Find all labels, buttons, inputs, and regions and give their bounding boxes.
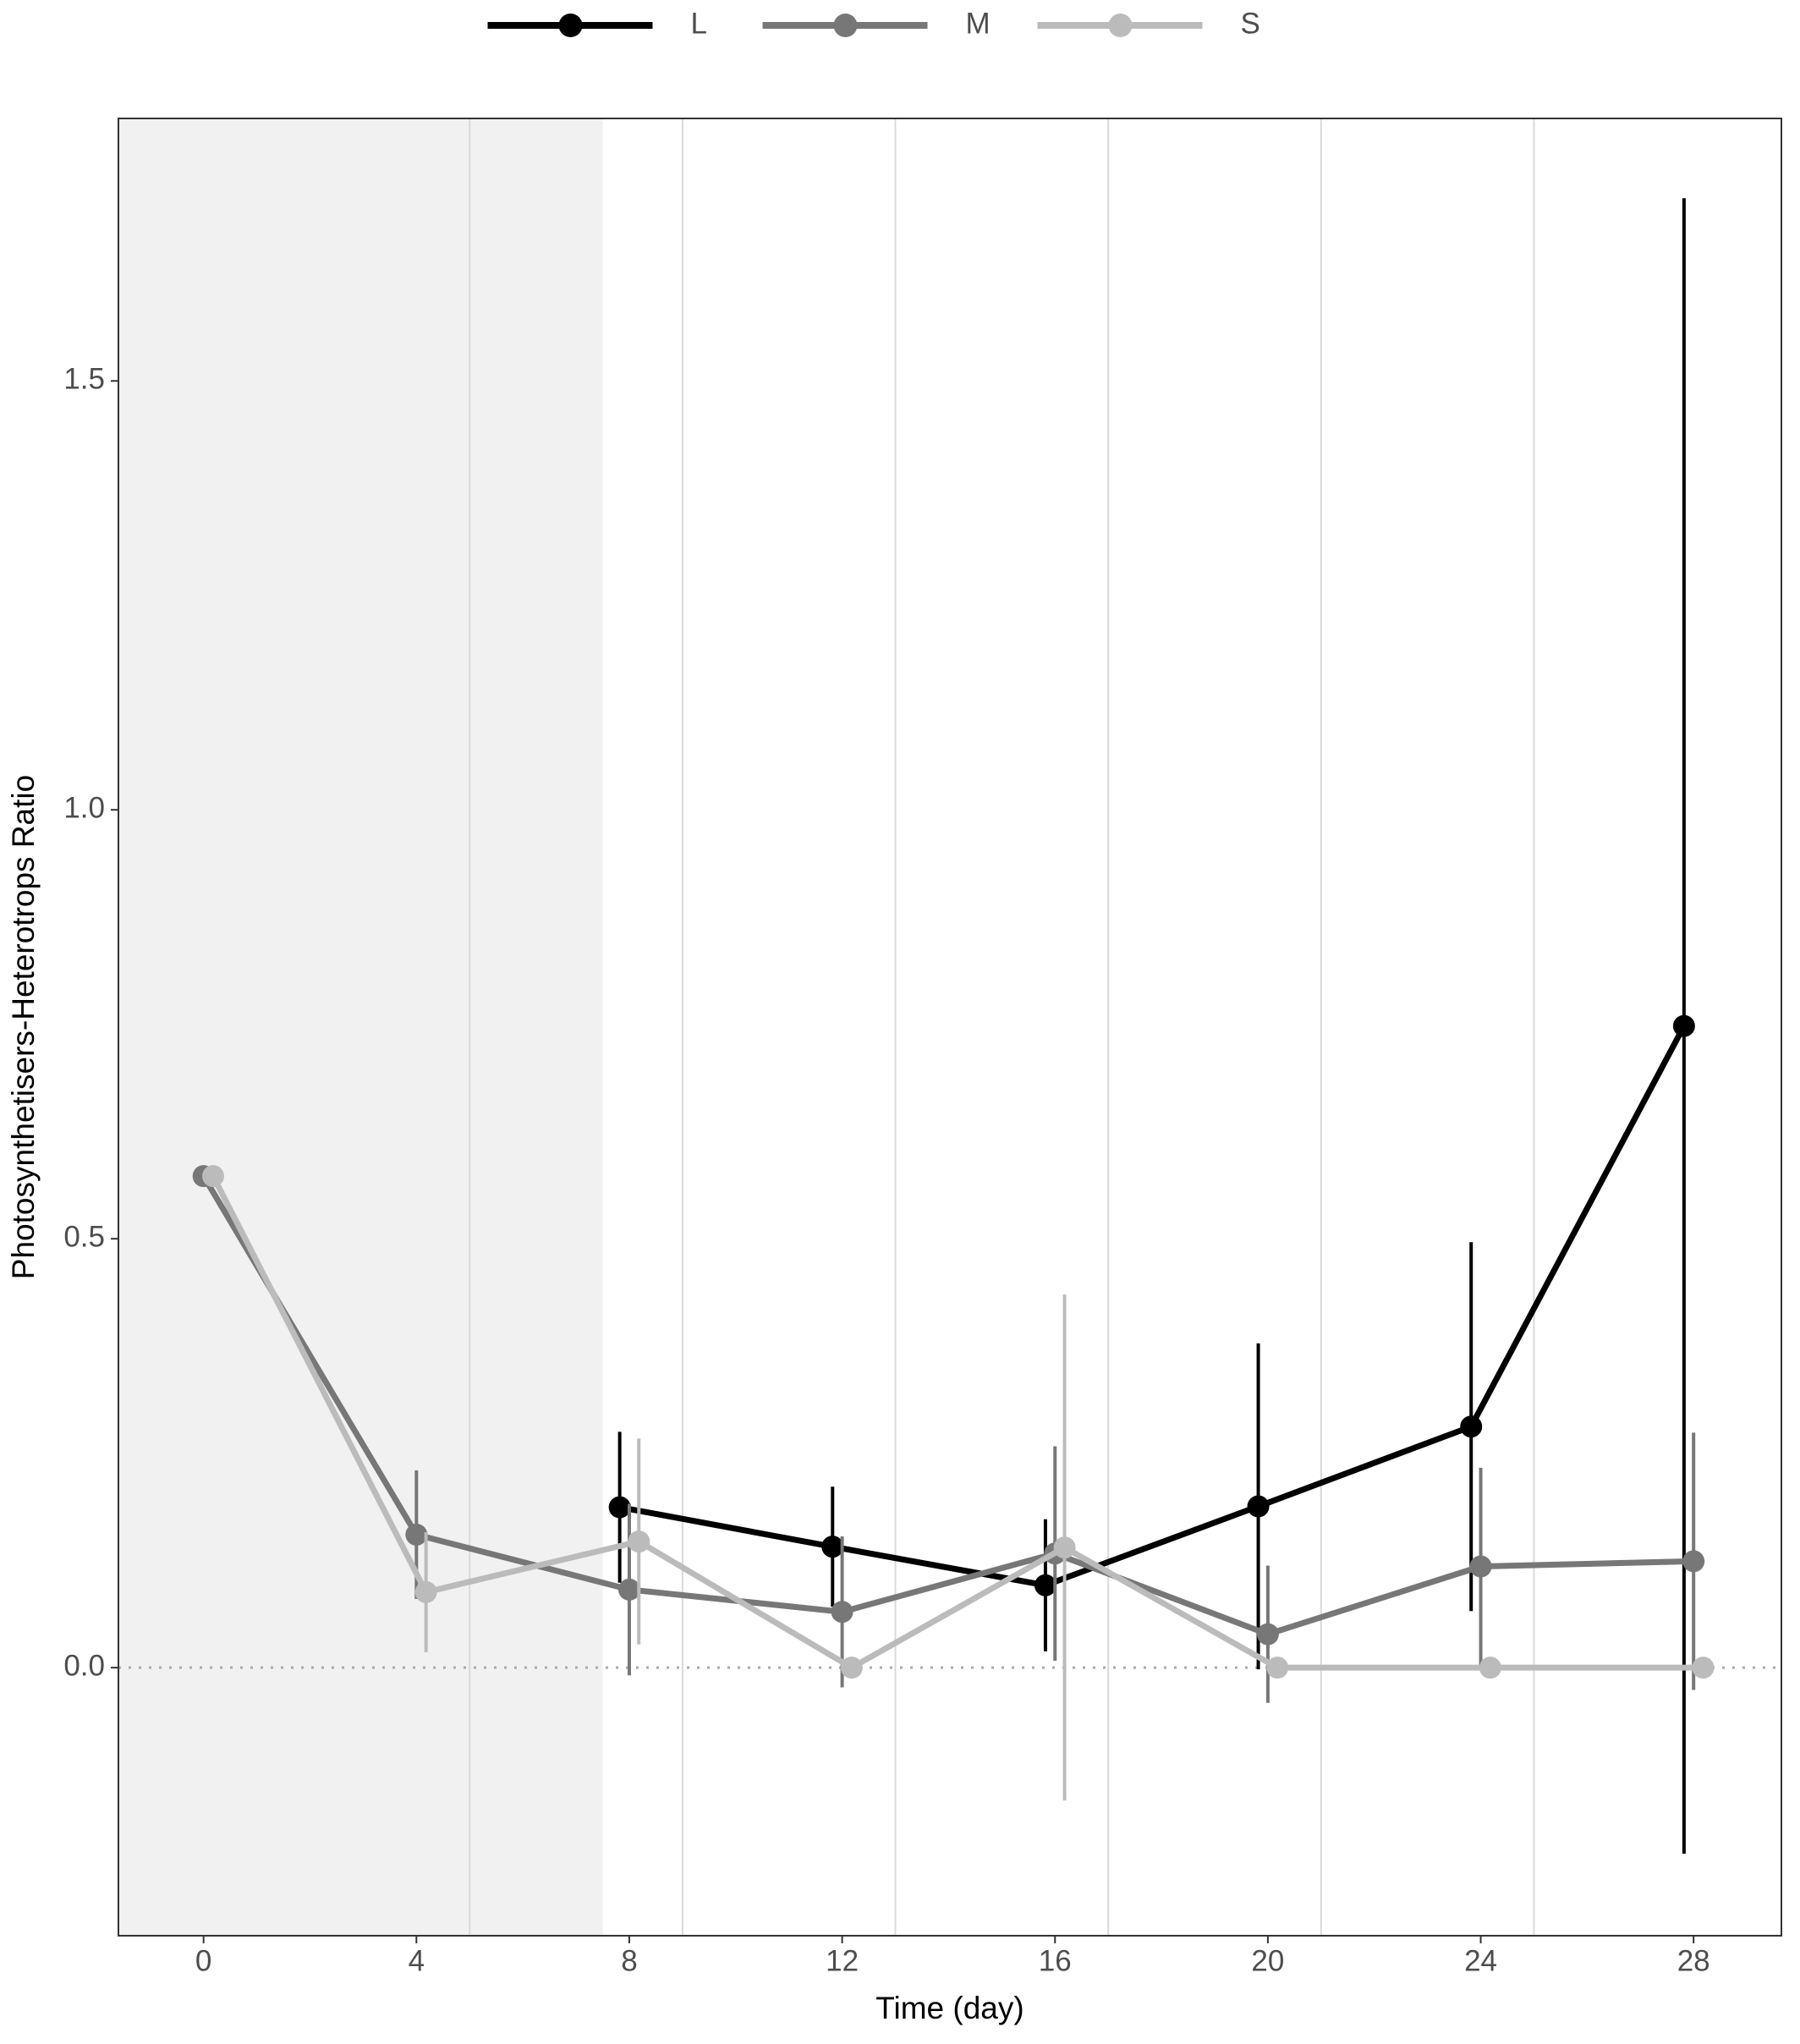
point [821, 1536, 844, 1558]
y-tick-label: 1.5 [63, 363, 105, 396]
point [1460, 1415, 1483, 1438]
point [1469, 1555, 1492, 1578]
x-tick-label: 24 [1464, 1944, 1497, 1977]
x-tick-label: 4 [409, 1944, 425, 1977]
point [628, 1530, 650, 1553]
panel-border [118, 118, 1782, 1937]
y-axis-label: Photosynthetisers-Heterotrops Ratio [6, 775, 41, 1279]
shaded-region [118, 118, 603, 1936]
legend-label: M [966, 7, 991, 40]
x-tick-label: 20 [1251, 1944, 1284, 1977]
y-tick-label: 0.0 [63, 1649, 105, 1682]
point [1672, 1014, 1695, 1037]
point [1266, 1657, 1289, 1679]
point [1682, 1550, 1705, 1573]
point [405, 1523, 428, 1546]
legend-label: L [691, 7, 707, 40]
point [1479, 1657, 1501, 1679]
legend-marker [833, 14, 858, 37]
point [414, 1580, 437, 1603]
point [1247, 1495, 1270, 1518]
y-tick-label: 0.5 [63, 1220, 105, 1253]
y-tick-label: 1.0 [63, 791, 105, 824]
point [608, 1496, 631, 1519]
point [831, 1601, 853, 1624]
point [617, 1578, 640, 1601]
series-line [200, 1174, 1694, 1638]
x-tick-label: 8 [621, 1944, 637, 1977]
point [1053, 1536, 1076, 1559]
point [1256, 1623, 1279, 1646]
series-line [618, 1025, 1687, 1589]
point [201, 1165, 224, 1188]
point [840, 1657, 863, 1679]
x-tick-label: 28 [1677, 1944, 1710, 1977]
x-tick-label: 16 [1039, 1944, 1072, 1977]
series-line [210, 1174, 1704, 1671]
legend-label: S [1241, 7, 1260, 40]
x-tick-label: 0 [195, 1944, 211, 1977]
legend-marker [558, 14, 583, 37]
x-axis-label: Time (day) [875, 1991, 1023, 2025]
point [1692, 1657, 1715, 1679]
point [1034, 1574, 1056, 1596]
x-tick-label: 12 [826, 1944, 859, 1977]
legend-marker [1108, 14, 1133, 37]
